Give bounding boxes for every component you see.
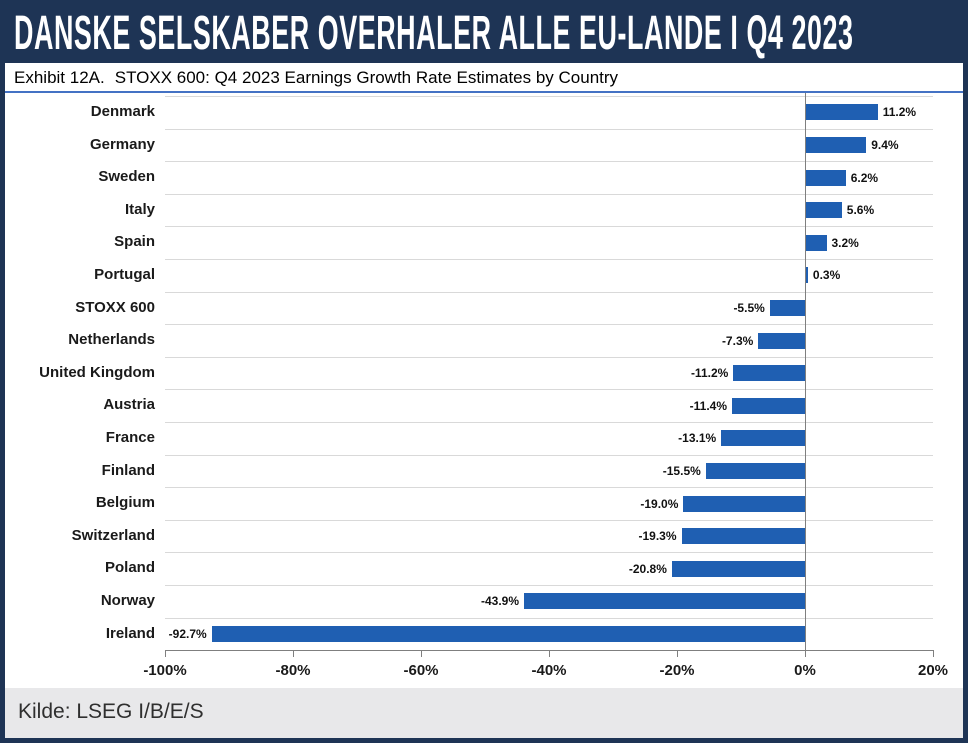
bar-sweden xyxy=(806,169,846,186)
exhibit-title-text: STOXX 600: Q4 2023 Earnings Growth Rate … xyxy=(114,68,619,87)
gridline xyxy=(165,259,933,260)
category-label-italy: Italy xyxy=(124,200,155,218)
exhibit-heading: Exhibit 12A. STOXX 600: Q4 2023 Earnings … xyxy=(5,63,963,93)
bar-spain xyxy=(806,234,827,251)
x-axis-tick xyxy=(421,650,422,658)
value-label-germany: 9.4% xyxy=(871,137,899,152)
category-label-ireland: Ireland xyxy=(105,624,155,642)
bar-finland xyxy=(705,462,805,479)
bar-austria xyxy=(732,397,805,414)
gridline xyxy=(165,422,933,423)
bar-ireland xyxy=(211,625,805,642)
category-label-france: France xyxy=(105,429,155,446)
earnings-growth-bar-chart: Denmark 11.2% Germany 9.4% Sweden 6.2% Italy 5.… xyxy=(5,93,963,688)
x-axis-tick xyxy=(933,650,934,658)
bar-france xyxy=(721,430,805,447)
page-title: DANSKE SELSKABER OVERHALER ALLE EU-LANDE… xyxy=(14,5,963,63)
x-axis-tick xyxy=(805,650,806,658)
exhibit-number: Exhibit 12A. xyxy=(14,68,105,87)
x-axis-tick xyxy=(549,650,550,658)
category-label-belgium: Belgium xyxy=(95,494,155,512)
bar-stoxx-600 xyxy=(769,299,805,316)
bar-poland xyxy=(671,560,805,577)
category-label-norway: Norway xyxy=(100,592,155,609)
value-label-france: -13.1% xyxy=(678,431,717,446)
gridline xyxy=(165,96,933,97)
gridline xyxy=(165,356,933,358)
gridline xyxy=(165,454,933,456)
gridline xyxy=(165,585,933,586)
bar-netherlands xyxy=(758,332,805,349)
gridline xyxy=(165,519,933,521)
category-label-poland: Poland xyxy=(104,559,155,577)
category-label-switzerland: Switzerland xyxy=(71,526,155,544)
value-label-stoxx-600: -5.5% xyxy=(733,300,765,315)
x-tick-label: -20% xyxy=(659,662,695,680)
category-label-portugal: Portugal xyxy=(94,266,155,283)
x-tick-label: 0% xyxy=(794,662,816,680)
category-label-finland: Finland xyxy=(101,461,155,479)
bar-denmark xyxy=(806,104,878,121)
category-label-stoxx-600: STOXX 600 xyxy=(75,298,155,316)
bar-belgium xyxy=(683,495,805,512)
x-tick-label: -80% xyxy=(275,662,311,680)
gridline xyxy=(165,193,933,195)
value-label-portugal: 0.3% xyxy=(812,268,841,283)
bar-switzerland xyxy=(681,528,805,545)
value-label-ireland: -92.7% xyxy=(168,626,207,641)
bar-italy xyxy=(806,202,842,219)
gridline xyxy=(165,389,933,391)
category-label-sweden: Sweden xyxy=(98,168,155,186)
bar-germany xyxy=(806,136,867,153)
x-axis-tick xyxy=(293,650,294,658)
bar-united-kingdom xyxy=(733,365,805,382)
value-label-united-kingdom: -11.2% xyxy=(690,366,729,381)
value-label-sweden: 6.2% xyxy=(850,170,879,185)
x-axis-tick xyxy=(165,650,166,658)
gridline xyxy=(165,487,933,489)
bar-portugal xyxy=(806,267,808,284)
category-label-spain: Spain xyxy=(114,233,155,251)
value-label-austria: -11.4% xyxy=(689,398,727,413)
value-label-norway: -43.9% xyxy=(480,594,519,609)
x-tick-label: -100% xyxy=(143,662,187,680)
value-label-poland: -20.8% xyxy=(628,561,667,576)
value-label-switzerland: -19.3% xyxy=(638,529,677,544)
x-tick-label: -40% xyxy=(531,662,567,680)
category-label-netherlands: Netherlands xyxy=(68,331,155,349)
gridline xyxy=(165,324,933,326)
value-label-spain: 3.2% xyxy=(831,235,859,250)
bar-norway xyxy=(524,593,805,610)
value-label-finland: -15.5% xyxy=(662,463,701,478)
value-label-italy: 5.6% xyxy=(846,203,875,218)
zero-axis-line xyxy=(805,93,806,651)
source-note: Kilde: LSEG I/B/E/S xyxy=(5,688,963,738)
value-label-netherlands: -7.3% xyxy=(721,333,754,348)
category-label-denmark: Denmark xyxy=(90,103,155,120)
gridline xyxy=(165,617,933,619)
gridline xyxy=(165,161,933,163)
x-tick-label: -60% xyxy=(403,662,439,680)
gridline xyxy=(165,128,933,130)
gridline xyxy=(165,226,933,228)
page-title-text: DANSKE SELSKABER OVERHALER ALLE EU-LANDE… xyxy=(14,7,854,60)
x-tick-label: 20% xyxy=(917,662,949,680)
gridline xyxy=(165,552,933,554)
value-label-belgium: -19.0% xyxy=(640,496,679,511)
x-axis-tick xyxy=(677,650,678,658)
category-label-germany: Germany xyxy=(89,135,155,153)
value-label-denmark: 11.2% xyxy=(882,105,917,120)
gridline xyxy=(165,291,933,293)
title-banner: DANSKE SELSKABER OVERHALER ALLE EU-LANDE… xyxy=(5,5,963,63)
category-label-austria: Austria xyxy=(103,396,155,414)
category-label-united-kingdom: United Kingdom xyxy=(39,363,155,381)
